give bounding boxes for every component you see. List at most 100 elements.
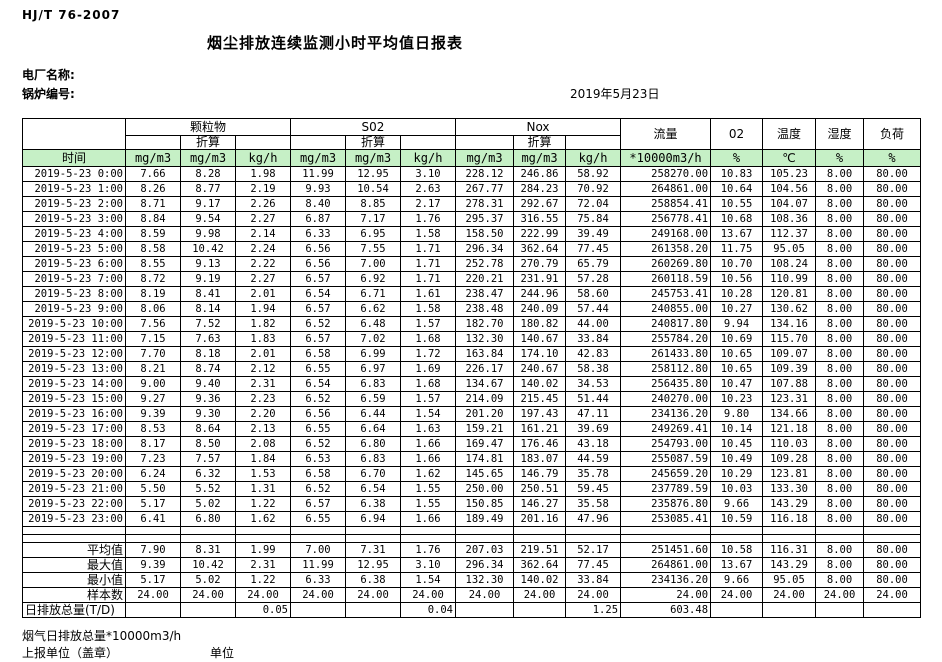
- value-cell: 8.58: [125, 241, 181, 257]
- value-cell: 1.69: [400, 361, 456, 377]
- value-cell: 174.10: [513, 346, 566, 362]
- summary-value-cell: [863, 602, 922, 618]
- value-cell: 8.18: [180, 346, 236, 362]
- value-cell: 1.62: [400, 466, 456, 482]
- summary-value-cell: 207.03: [455, 542, 514, 558]
- summary-value-cell: 1.76: [400, 542, 456, 558]
- value-cell: 7.17: [345, 211, 401, 227]
- empty-cell: [815, 526, 865, 535]
- time-cell: 2019-5-23 9:00: [22, 301, 126, 317]
- empty-cell: [513, 534, 566, 543]
- value-cell: 1.68: [400, 376, 456, 392]
- value-cell: 8.41: [180, 286, 236, 302]
- value-cell: 109.28: [762, 451, 817, 467]
- value-cell: 10.49: [710, 451, 764, 467]
- value-cell: 10.54: [345, 181, 401, 197]
- so2-sub-blank2: [400, 135, 456, 150]
- value-cell: 8.00: [815, 451, 865, 467]
- time-header: 时间: [22, 149, 126, 167]
- value-cell: 47.96: [564, 511, 622, 527]
- value-cell: 8.00: [815, 316, 865, 332]
- value-cell: 80.00: [863, 181, 922, 197]
- value-cell: 10.59: [710, 511, 764, 527]
- nox-sub-blank2: [564, 135, 622, 150]
- summary-value-cell: 5.02: [180, 572, 236, 588]
- value-cell: 44.59: [564, 451, 622, 467]
- value-cell: 130.62: [762, 301, 817, 317]
- value-cell: 8.00: [815, 226, 865, 242]
- value-cell: 2.23: [235, 391, 291, 407]
- value-cell: 1.31: [235, 481, 291, 497]
- value-cell: 176.46: [513, 436, 566, 452]
- value-cell: 7.63: [180, 331, 236, 347]
- value-cell: 7.56: [125, 316, 181, 332]
- value-cell: 80.00: [863, 421, 922, 437]
- value-cell: 10.27: [710, 301, 764, 317]
- value-cell: 6.32: [180, 466, 236, 482]
- value-cell: 8.00: [815, 511, 865, 527]
- value-cell: 1.98: [235, 166, 291, 182]
- value-cell: 150.85: [455, 496, 514, 512]
- value-cell: 8.00: [815, 256, 865, 272]
- summary-label: 最大值: [22, 557, 126, 573]
- value-cell: 220.21: [455, 271, 514, 287]
- value-cell: 133.30: [762, 481, 817, 497]
- value-cell: 2.27: [235, 271, 291, 287]
- value-cell: 8.00: [815, 346, 865, 362]
- value-cell: 295.37: [455, 211, 514, 227]
- summary-value-cell: 1.54: [400, 572, 456, 588]
- value-cell: 240.09: [513, 301, 566, 317]
- value-cell: 1.57: [400, 391, 456, 407]
- value-cell: 8.00: [815, 406, 865, 422]
- value-cell: 2.31: [235, 376, 291, 392]
- summary-value-cell: 24.00: [620, 587, 712, 603]
- summary-value-cell: [710, 602, 764, 618]
- empty-cell: [620, 534, 712, 543]
- value-cell: 238.48: [455, 301, 514, 317]
- value-cell: 7.66: [125, 166, 181, 182]
- value-cell: 10.64: [710, 181, 764, 197]
- empty-cell: [290, 526, 346, 535]
- value-cell: 8.85: [345, 196, 401, 212]
- value-cell: 197.43: [513, 406, 566, 422]
- value-cell: 11.75: [710, 241, 764, 257]
- empty-cell: [125, 534, 181, 543]
- value-cell: 57.28: [564, 271, 622, 287]
- value-cell: 6.99: [345, 346, 401, 362]
- value-cell: 8.28: [180, 166, 236, 182]
- time-cell: 2019-5-23 10:00: [22, 316, 126, 332]
- summary-value-cell: 9.39: [125, 557, 181, 573]
- report-date: 2019年5月23日: [570, 87, 660, 101]
- value-cell: 1.66: [400, 451, 456, 467]
- summary-value-cell: 10.42: [180, 557, 236, 573]
- summary-value-cell: 24.00: [513, 587, 566, 603]
- time-cell: 2019-5-23 7:00: [22, 271, 126, 287]
- summary-value-cell: [762, 602, 817, 618]
- group-particulate-label: 颗粒物: [125, 118, 291, 136]
- nox-sub-blank: [455, 135, 514, 150]
- value-cell: 120.81: [762, 286, 817, 302]
- value-cell: 2.01: [235, 346, 291, 362]
- value-cell: 8.00: [815, 286, 865, 302]
- value-cell: 8.00: [815, 436, 865, 452]
- value-cell: 104.56: [762, 181, 817, 197]
- value-cell: 169.47: [455, 436, 514, 452]
- value-cell: 6.52: [290, 481, 346, 497]
- value-cell: 2.20: [235, 406, 291, 422]
- value-cell: 174.81: [455, 451, 514, 467]
- value-cell: 6.52: [290, 391, 346, 407]
- empty-cell: [345, 526, 401, 535]
- value-cell: 134.67: [455, 376, 514, 392]
- value-cell: 1.63: [400, 421, 456, 437]
- summary-value-cell: 1.25: [564, 602, 622, 618]
- value-cell: 80.00: [863, 271, 922, 287]
- table-row: 2019-5-23 4:00 8.59 9.98 2.14 6.33 6.95 1.58 15…: [22, 226, 922, 242]
- summary-value-cell: 603.48: [620, 602, 712, 618]
- table-row: 2019-5-23 1:00 8.26 8.77 2.19 9.93 10.54 2.63 2…: [22, 181, 922, 197]
- value-cell: 80.00: [863, 466, 922, 482]
- value-cell: 1.66: [400, 511, 456, 527]
- summary-label: 最小值: [22, 572, 126, 588]
- time-cell: 2019-5-23 23:00: [22, 511, 126, 527]
- empty-cell: [762, 534, 817, 543]
- summary-value-cell: 140.02: [513, 572, 566, 588]
